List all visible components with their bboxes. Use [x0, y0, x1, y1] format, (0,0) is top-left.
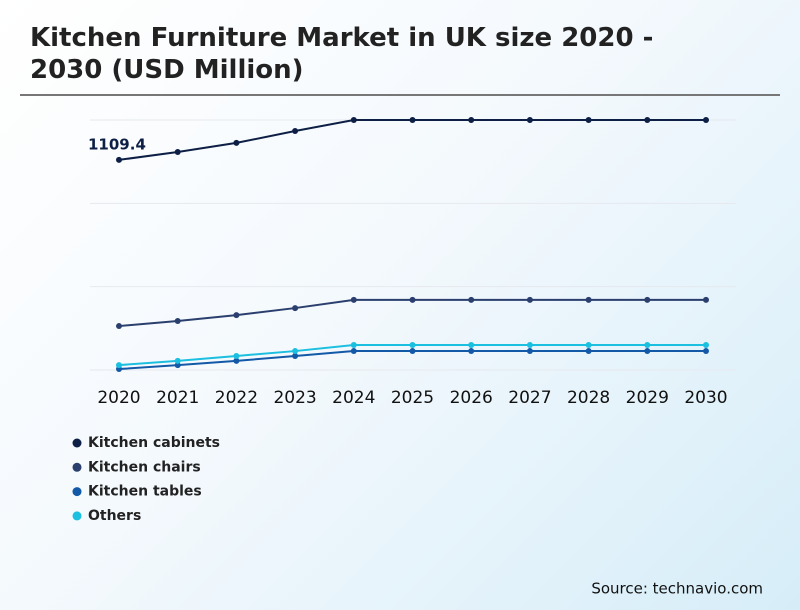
- source: Source: technavio.com: [591, 580, 763, 598]
- series-line: [118, 119, 706, 161]
- data-point: [526, 348, 533, 355]
- data-point: [644, 296, 651, 303]
- x-tick-label: 2022: [215, 388, 258, 408]
- data-point: [644, 348, 651, 355]
- data-point: [703, 117, 709, 123]
- data-point: [468, 348, 475, 355]
- data-point: [350, 348, 357, 355]
- data-point: [644, 117, 651, 123]
- x-tick-label: 2020: [97, 388, 140, 408]
- legend-label: Others: [88, 508, 141, 524]
- data-point: [292, 352, 299, 359]
- data-point: [468, 117, 475, 123]
- data-point: [174, 357, 181, 364]
- data-point: [174, 317, 181, 324]
- data-point: [703, 342, 709, 348]
- data-point: [292, 127, 299, 134]
- x-tick-label: 2023: [273, 388, 316, 408]
- data-point: [350, 342, 357, 348]
- x-tick-label: 2027: [508, 388, 551, 408]
- x-tick-label: 2026: [450, 388, 493, 408]
- data-point: [292, 305, 299, 312]
- series-line: [118, 298, 706, 328]
- legend-label: Kitchen chairs: [88, 459, 201, 475]
- data-point: [233, 357, 240, 364]
- legend-label: Kitchen cabinets: [88, 435, 220, 451]
- data-point: [233, 352, 240, 359]
- data-point: [526, 342, 533, 348]
- data-point: [409, 117, 416, 123]
- data-point: [174, 362, 181, 369]
- x-tick-label: 2028: [567, 388, 610, 408]
- data-point: [526, 296, 533, 303]
- legend-marker: [72, 487, 82, 497]
- data-label: 1109.4: [88, 136, 146, 154]
- legend-marker: [72, 438, 82, 448]
- data-point: [409, 296, 416, 303]
- data-point: [116, 323, 122, 330]
- data-point: [585, 296, 592, 303]
- x-tick-label: 2029: [626, 388, 669, 408]
- data-point: [703, 348, 709, 355]
- legend-marker: [72, 511, 82, 521]
- title-rule: [20, 94, 780, 96]
- x-tick-label: 2025: [391, 388, 434, 408]
- data-point: [233, 312, 240, 319]
- data-point: [585, 348, 592, 355]
- data-point: [350, 296, 357, 303]
- data-point: [174, 149, 181, 156]
- data-point: [585, 117, 592, 123]
- data-point: [468, 342, 475, 348]
- data-point: [526, 117, 533, 123]
- data-point: [703, 296, 709, 303]
- x-tick-label: 2024: [332, 388, 375, 408]
- data-point: [292, 348, 299, 355]
- x-tick-label: 2030: [684, 388, 727, 408]
- legend-marker: [72, 462, 82, 472]
- legend-label: Kitchen tables: [88, 484, 202, 500]
- data-point: [409, 342, 416, 348]
- data-point: [116, 156, 122, 163]
- data-point: [585, 342, 592, 348]
- data-point: [350, 117, 357, 123]
- chart-title: Kitchen Furniture Market in UK size 2020…: [30, 23, 654, 85]
- data-point: [409, 348, 416, 355]
- x-tick-label: 2021: [156, 388, 199, 408]
- data-point: [116, 362, 122, 369]
- data-point: [468, 296, 475, 303]
- data-point: [233, 139, 240, 146]
- data-point: [644, 342, 651, 348]
